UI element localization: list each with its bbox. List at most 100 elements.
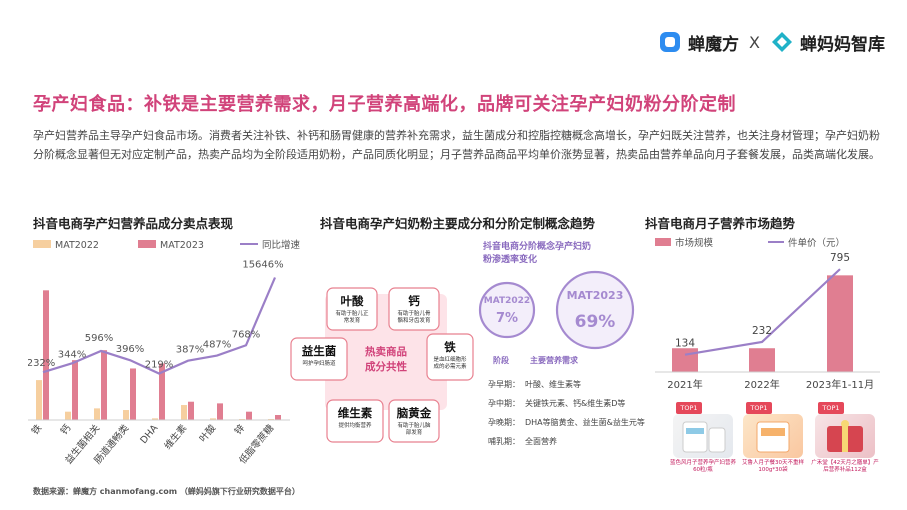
product-card-3[interactable]: TOP1 广禾堂【42天月之膳单】产后营养补品112盒 (810, 402, 880, 478)
tile-name: 铁 (444, 340, 456, 354)
stage-need: 关键铁元素、钙&维生素D等 (525, 398, 625, 408)
market-size-bar (672, 348, 698, 372)
need-header: 主要营养需求 (530, 355, 579, 365)
x-tick-label: DHA (138, 422, 160, 446)
growth-data-label: 219% (145, 359, 174, 370)
tile-name: 维生素 (338, 406, 373, 420)
center-text-line2: 成分共性 (365, 360, 407, 373)
penetration-circle (555, 270, 635, 350)
tile-desc: 是血红细胞形成的必需元素 (433, 355, 467, 370)
chart1-title: 抖音电商孕产妇营养品成分卖点表现 (33, 216, 234, 231)
x-tick-label: 维生素 (162, 422, 190, 452)
tile-box (388, 287, 440, 331)
stage-name: 孕早期： (488, 380, 520, 389)
tile-desc: 有助于胎儿正常发育 (335, 309, 369, 324)
tile-name: 钙 (408, 294, 420, 308)
stage-header: 阶段 (493, 355, 509, 365)
product-card-2[interactable]: TOP1 艾鲁人月子餐30天不重样100g*30袋 (738, 402, 808, 478)
bar-mat2022 (36, 380, 42, 420)
growth-data-label: 487% (203, 340, 232, 351)
top1-badge: TOP1 (746, 402, 772, 414)
penetration-value: 7% (496, 311, 518, 326)
brand-name-chanmama: 蝉妈妈智库 (800, 34, 885, 55)
chart2-title: 抖音电商孕产妇奶粉主要成分和分阶定制概念趋势 (320, 216, 596, 231)
growth-data-label: 15646% (242, 260, 283, 271)
penetration-label: MAT2022 (484, 296, 530, 306)
product-image-1 (673, 414, 733, 458)
top1-badge: TOP1 (818, 402, 844, 414)
product-image-3 (815, 414, 875, 458)
bar-mat2022 (152, 418, 158, 420)
penetration-title-line1: 抖音电商分阶概念孕产妇奶 (483, 240, 591, 252)
bar-mat2022 (181, 405, 187, 420)
data-source-footer: 数据来源：蝉魔方 chanmofang.com （蝉妈妈旗下行业研究数据平台） (33, 487, 300, 496)
x-tick-label: 叶酸 (197, 422, 219, 445)
page-description: 孕产妇营养品主导孕产妇食品市场。消费者关注补铁、补钙和肠胃健康的营养补充需求，益… (33, 129, 880, 161)
growth-data-label: 232% (28, 358, 55, 369)
gift-box-icon (827, 420, 863, 452)
stage-need: 全面营养 (525, 436, 557, 446)
x-tick-label: 铁 (29, 422, 45, 437)
x-tick-label: 锌 (232, 422, 248, 437)
unit-price-line (684, 268, 841, 356)
x-tick-label: 2022年 (744, 378, 779, 391)
legend-swatch (138, 240, 156, 248)
stage-need: 叶酸、维生素等 (525, 379, 581, 389)
bar-mat2023 (43, 290, 49, 420)
tile-desc: 有助于胎儿骨骼和牙齿发育 (397, 309, 431, 324)
chanmama-logo-icon (772, 32, 792, 52)
brand-bar: 蝉魔方 X 蝉妈妈智库 (658, 28, 885, 56)
market-size-bar (749, 348, 775, 372)
growth-line (42, 277, 277, 375)
stage-name: 孕中期： (488, 398, 520, 408)
bar-mat2023 (72, 360, 78, 420)
tile-desc: 呵护孕妇肠道 (302, 359, 336, 367)
bar-mat2023 (275, 415, 281, 420)
legend-swatch (655, 238, 671, 246)
tile-desc: 有助于胎儿脑部发育 (397, 421, 431, 436)
milk-powder-diagram: 热卖商品 成分共性 抖音电商分阶概念孕产妇奶 粉渗透率变化 阶段 主要营养需求 … (290, 240, 645, 446)
x-tick-label: 2021年 (667, 378, 702, 391)
market-size-bar (827, 275, 853, 372)
growth-data-label: 344% (58, 349, 87, 360)
chart3-title: 抖音电商月子营养市场趋势 (645, 216, 796, 231)
product-caption-2: 艾鲁人月子餐30天不重样100g*30袋 (742, 460, 804, 473)
bar-mat2023 (130, 368, 136, 420)
bar-mat2023 (188, 401, 194, 420)
growth-data-label: 387% (176, 345, 205, 356)
growth-data-label: 596% (85, 333, 114, 344)
product-caption-1: 蓝色风月子营养孕产妇营养60粒/瓶 (669, 460, 736, 473)
pill-box-icon (682, 421, 726, 453)
x-tick-label: 2023年1-11月 (806, 378, 874, 391)
center-text-line1: 热卖商品 (365, 345, 407, 358)
product-caption-3: 广禾堂【42天月之膳单】产后营养补品112盒 (811, 460, 879, 473)
chanmofang-logo-icon (660, 32, 681, 52)
penetration-circle (478, 281, 536, 339)
product-card-1[interactable]: TOP1 蓝色风月子营养孕产妇营养60粒/瓶 (668, 402, 738, 478)
bar-mat2023 (101, 350, 107, 420)
meal-box-icon (756, 421, 790, 453)
tile-box (426, 333, 474, 381)
page-title: 孕产妇食品：补铁是主要营养需求，月子营养高端化，品牌可关注孕产妇奶粉分阶定制 (33, 94, 736, 115)
legend-swatch (33, 240, 51, 248)
tile-name: 叶酸 (341, 294, 364, 308)
bar-mat2022 (123, 410, 129, 420)
top1-badge: TOP1 (676, 402, 702, 414)
unit-price-label: 134 (675, 338, 695, 350)
penetration-value: 69% (575, 312, 616, 332)
tile-name: 益生菌 (302, 344, 337, 358)
bar-mat2023 (246, 411, 252, 420)
bar-mat2023 (217, 403, 223, 420)
stage-name: 孕晚期： (488, 417, 520, 427)
legend-label: 件单价（元） (788, 237, 845, 249)
growth-data-label: 396% (116, 344, 145, 355)
product-image-2 (743, 414, 803, 458)
bar-mat2022 (65, 411, 71, 420)
legend-label: MAT2023 (160, 240, 204, 251)
